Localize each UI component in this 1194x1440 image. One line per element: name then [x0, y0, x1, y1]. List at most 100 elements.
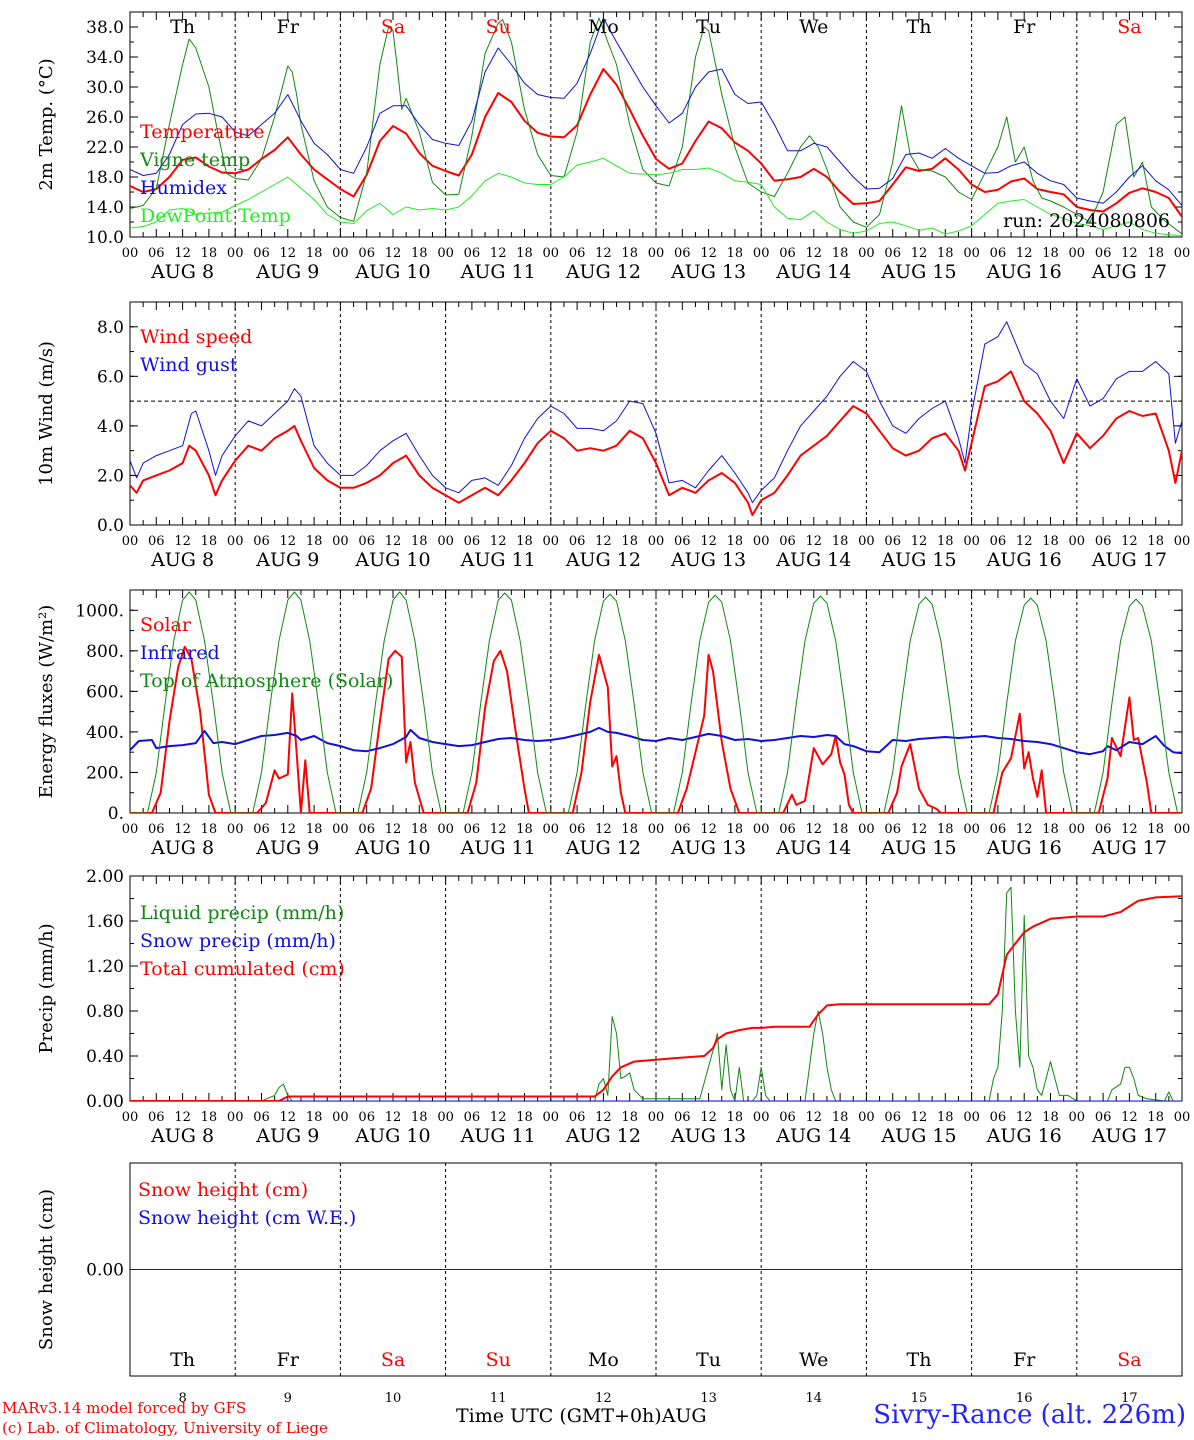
y-axis-title: Precip (mm/h) [36, 923, 57, 1053]
x-date-label: AUG 14 [775, 1125, 851, 1147]
x-hour-label: 18 [411, 1110, 428, 1125]
x-hour-label: 12 [385, 1110, 402, 1125]
day-name-label: Sa [1117, 1349, 1141, 1371]
x-hour-label: 12 [490, 246, 507, 261]
x-hour-label: 06 [1095, 246, 1112, 261]
y-tick-label: 2.0 [97, 466, 124, 486]
x-hour-label: 18 [411, 246, 428, 261]
y-tick-label: 1.20 [86, 957, 124, 977]
x-hour-label: 12 [1121, 1110, 1138, 1125]
x-hour-label: 00 [122, 534, 139, 549]
x-hour-label: 12 [595, 246, 612, 261]
x-hour-label: 12 [280, 1110, 297, 1125]
x-date-label: AUG 8 [150, 261, 214, 283]
day-name-label: Fr [1013, 16, 1036, 38]
x-hour-label: 18 [1042, 1110, 1059, 1125]
x-hour-label: 18 [201, 822, 218, 837]
x-hour-label: 06 [884, 1110, 901, 1125]
x-hour-label: 06 [779, 246, 796, 261]
x-hour-label: 06 [253, 822, 270, 837]
x-hour-label: 06 [1095, 1110, 1112, 1125]
x-hour-label: 00 [1174, 534, 1191, 549]
x-hour-label: 12 [911, 822, 928, 837]
model-credit: MARv3.14 model forced by GFS [2, 1399, 247, 1417]
x-hour-label: 00 [437, 1110, 454, 1125]
x-date-label: AUG 11 [460, 261, 536, 283]
x-date-label: AUG 17 [1091, 549, 1167, 571]
x-hour-label: 00 [1174, 822, 1191, 837]
x-hour-label: 00 [858, 246, 875, 261]
x-hour-label: 06 [464, 822, 481, 837]
x-hour-label: 18 [832, 246, 849, 261]
x-hour-label: 18 [1147, 534, 1164, 549]
x-hour-label: 12 [700, 246, 717, 261]
x-hour-label: 06 [884, 246, 901, 261]
y-tick-label: 800. [86, 642, 124, 662]
x-hour-label: 12 [490, 1110, 507, 1125]
x-hour-label: 18 [727, 1110, 744, 1125]
x-hour-label: 12 [595, 1110, 612, 1125]
date-label: 16 [1016, 1391, 1033, 1406]
x-hour-label: 18 [832, 822, 849, 837]
x-hour-label: 06 [1095, 822, 1112, 837]
x-hour-label: 06 [148, 1110, 165, 1125]
x-hour-label: 18 [621, 1110, 638, 1125]
x-hour-label: 00 [122, 822, 139, 837]
x-hour-label: 06 [253, 246, 270, 261]
x-hour-label: 18 [516, 534, 533, 549]
x-date-label: AUG 9 [255, 261, 319, 283]
series-infrared [130, 726, 1182, 756]
x-hour-label: 12 [911, 534, 928, 549]
series-total-cumulated-cm [130, 895, 1182, 1101]
x-hour-label: 06 [674, 1110, 691, 1125]
x-hour-label: 06 [464, 534, 481, 549]
x-hour-label: 18 [516, 822, 533, 837]
x-date-label: AUG 12 [565, 549, 641, 571]
day-name-label: Sa [381, 16, 405, 38]
series-temperature [130, 68, 1182, 218]
x-hour-label: 00 [543, 1110, 560, 1125]
date-label: 8 [178, 1391, 186, 1406]
x-hour-label: 18 [621, 534, 638, 549]
day-name-label: Fr [277, 1349, 300, 1371]
x-date-label: AUG 10 [354, 261, 430, 283]
y-axis-title: Energy fluxes (W/m²) [36, 605, 57, 799]
x-hour-label: 06 [674, 246, 691, 261]
x-hour-label: 00 [227, 246, 244, 261]
y-tick-label: 4.0 [97, 417, 124, 437]
x-hour-label: 06 [569, 1110, 586, 1125]
day-name-label: Th [170, 16, 195, 38]
x-hour-label: 00 [753, 1110, 770, 1125]
y-tick-label: 26.0 [86, 108, 124, 128]
date-label: 11 [490, 1391, 507, 1406]
y-tick-label: 34.0 [86, 48, 124, 68]
x-hour-label: 06 [990, 1110, 1007, 1125]
x-hour-label: 12 [1016, 246, 1033, 261]
x-hour-label: 18 [832, 534, 849, 549]
x-hour-label: 12 [806, 822, 823, 837]
x-hour-label: 06 [148, 822, 165, 837]
x-hour-label: 12 [595, 534, 612, 549]
x-date-label: AUG 14 [775, 261, 851, 283]
run-label: run: 2024080806 [1003, 210, 1170, 232]
x-hour-label: 18 [727, 534, 744, 549]
series-wind-speed [130, 370, 1182, 517]
x-hour-label: 06 [674, 822, 691, 837]
x-hour-label: 00 [753, 246, 770, 261]
x-hour-label: 18 [832, 1110, 849, 1125]
day-name-label: Mo [588, 1349, 619, 1371]
x-hour-label: 18 [201, 1110, 218, 1125]
x-hour-label: 12 [385, 822, 402, 837]
x-hour-label: 00 [753, 822, 770, 837]
x-hour-label: 06 [358, 534, 375, 549]
day-name-label: Fr [277, 16, 300, 38]
x-hour-label: 12 [806, 534, 823, 549]
x-hour-label: 06 [358, 822, 375, 837]
y-tick-label: 2.00 [86, 867, 124, 887]
date-label: 15 [911, 1391, 928, 1406]
legend-label: DewPoint Temp [140, 205, 291, 227]
x-date-label: AUG 16 [986, 549, 1062, 571]
x-hour-label: 18 [937, 534, 954, 549]
day-name-label: Th [907, 1349, 932, 1371]
x-hour-label: 18 [516, 1110, 533, 1125]
